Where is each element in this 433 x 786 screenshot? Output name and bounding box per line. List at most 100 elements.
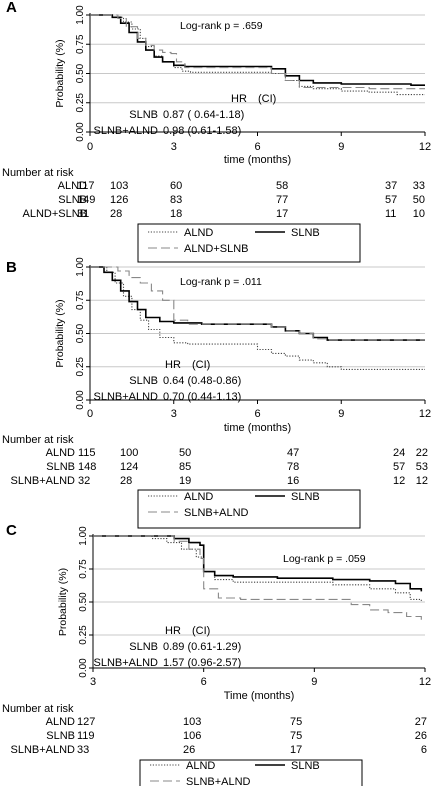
panel-b-y-tick-label: 1.00 [75, 257, 86, 277]
panel-a-hr-row-value: 0.87 ( 0.64-1.18) [163, 109, 244, 121]
panel-c-hr-row-value: 0.89 (0.61-1.29) [163, 641, 241, 653]
panel-c-risk-value: 33 [77, 744, 89, 756]
panel-b-risk-value: 16 [287, 475, 299, 487]
panel-b-risk-value: 19 [179, 475, 191, 487]
panel-a-y-tick-label: 0.25 [75, 93, 86, 113]
panel-a-hr-header: HR [231, 93, 247, 105]
panel-a-risk-value: 10 [413, 208, 425, 220]
panel-a-hr-row-value: 0.98 (0.61-1.58) [163, 125, 241, 137]
panel-c-risk-row-label: ALND [46, 716, 75, 728]
panel-c-risk-value: 127 [77, 716, 95, 728]
panel-b-x-tick-label: 9 [338, 408, 344, 420]
panel-b-hr-row-label: SLNB+ALND [93, 391, 158, 403]
panel-b-hr-row-value: 0.64 (0.48-0.86) [163, 375, 241, 387]
panel-b-risk-value: 12 [416, 475, 428, 487]
panel-c-risk-value: 26 [183, 744, 195, 756]
panel-a-legend-label: ALND+SLNB [184, 243, 249, 255]
panel-c-y-tick-label: 0.25 [78, 625, 89, 645]
panel-a-risk-value: 31 [77, 208, 89, 220]
panel-a-risk-value: 28 [110, 208, 122, 220]
panel-b-y-tick-label: 0.25 [75, 357, 86, 377]
panel-c-hr-header: HR [165, 625, 181, 637]
panel-c-y-axis-title: Probability (%) [57, 568, 69, 636]
panel-c-hr-row-label: SLNB+ALND [93, 657, 158, 669]
panel-b-risk-value: 57 [393, 461, 405, 473]
panel-a-curve-alnd [90, 14, 425, 96]
panel-b-risk-value: 32 [78, 475, 90, 487]
panel-c-x-axis-title: Time (months) [224, 690, 295, 702]
panel-a-ci-header: (CI) [258, 93, 276, 105]
panel-b-risk-value: 100 [120, 447, 138, 459]
panel-b-y-tick-label: 0.00 [75, 390, 86, 410]
panel-c-risk-value: 27 [415, 716, 427, 728]
panel-b-legend-box [137, 489, 361, 529]
panel-a-risk-value: 37 [385, 180, 397, 192]
panel-b-risk-value: 78 [287, 461, 299, 473]
panel-b-x-tick-label: 0 [87, 408, 93, 420]
panel-c-risk-value: 119 [77, 730, 95, 742]
panel-b-hr-row-value: 0.70 (0.44-1.13) [163, 391, 241, 403]
panel-c-y-tick-label: 1.00 [78, 526, 89, 546]
panel-a-x-tick-label: 6 [254, 141, 260, 153]
panel-b-risk-value: 12 [393, 475, 405, 487]
panel-b-ci-header: (CI) [192, 359, 210, 371]
panel-c-legend-box [139, 759, 363, 786]
panel-a-y-tick-label: 0.75 [75, 34, 86, 54]
panel-c: C 0.00 0.25 0.50 0.75 1.00 Probability (%) 3 6 9 1… [2, 522, 431, 786]
panel-c-x-tick-label: 12 [419, 676, 431, 688]
panel-b-legend-label: ALND [184, 491, 213, 503]
panel-a-x-axis-title: time (months) [224, 154, 291, 166]
panel-c-risk-value: 103 [183, 716, 201, 728]
panel-b-x-tick-label: 6 [254, 408, 260, 420]
panel-b-risk-row-label: ALND [46, 447, 75, 459]
panel-a-legend-label: SLNB [291, 227, 320, 239]
panel-c-x-tick-label: 3 [90, 676, 96, 688]
panel-a-risk-value: 83 [170, 194, 182, 206]
panel-b-log-rank: Log-rank p = .011 [180, 276, 262, 288]
panel-c-curve-slnb-alnd [93, 535, 422, 621]
panel-b-legend-label: SLNB [291, 491, 320, 503]
panel-c-hr-row-label: SLNB [129, 641, 158, 653]
panel-a-risk-value: 126 [110, 194, 128, 206]
panel-c-risk-title: Number at risk [2, 703, 74, 715]
panel-a-y-axis-title: Probability (%) [54, 39, 66, 107]
panel-c-risk-value: 17 [290, 744, 302, 756]
panel-a-risk-value: 50 [413, 194, 425, 206]
panel-b-risk-row-label: SLNB+ALND [10, 475, 75, 487]
panel-c-risk-row-label: SLNB [46, 730, 75, 742]
panel-a-risk-value: 17 [276, 208, 288, 220]
panel-a-risk-row-label: ALND [58, 180, 87, 192]
panel-b-risk-row-label: SLNB [46, 461, 75, 473]
panel-a: A 0.00 0.25 0.50 0.75 1.00 Probability (%) 0 3 6 9… [2, 0, 431, 263]
panel-a-risk-title: Number at risk [2, 167, 74, 179]
panel-a-x-tick-label: 12 [419, 141, 431, 153]
panel-a-risk-value: 33 [413, 180, 425, 192]
panel-b-risk-value: 24 [393, 447, 405, 459]
panel-b-hr-row-label: SLNB [129, 375, 158, 387]
panel-c-x-tick-label: 9 [311, 676, 317, 688]
panel-a-risk-value: 11 [385, 208, 396, 220]
panel-a-risk-value: 117 [77, 180, 95, 192]
panel-b-risk-value: 115 [78, 447, 96, 459]
panel-c-y-tick-label: 0.75 [78, 559, 89, 579]
panel-c-y-tick-label: 0.50 [78, 592, 89, 612]
panel-a-hr-row-label: SLNB+ALND [93, 125, 158, 137]
panel-b-hr-header: HR [165, 359, 181, 371]
panel-c-risk-value: 26 [415, 730, 427, 742]
panel-c-legend-label: SLNB [291, 760, 320, 772]
panel-c-curve-slnb [93, 535, 423, 592]
panel-a-x-tick-label: 9 [338, 141, 344, 153]
panel-b-curve-slnb-alnd [90, 266, 425, 341]
panel-a-y-tick-label: 0.50 [75, 63, 86, 83]
panel-c-risk-row-label: SLNB+ALND [10, 744, 75, 756]
panel-a-hr-row-label: SLNB [129, 109, 158, 121]
panel-b-risk-value: 53 [416, 461, 428, 473]
panel-b-risk-value: 47 [287, 447, 299, 459]
panel-c-risk-value: 75 [290, 730, 302, 742]
panel-c-risk-value: 6 [421, 744, 427, 756]
panel-a-curve-alnd-slnb [90, 14, 425, 90]
panel-b: B 0.00 0.25 0.50 0.75 1.00 Probability (%) 0 3 6 9… [2, 257, 431, 529]
panel-b-risk-value: 85 [179, 461, 191, 473]
panel-a-risk-value: 103 [110, 180, 128, 192]
